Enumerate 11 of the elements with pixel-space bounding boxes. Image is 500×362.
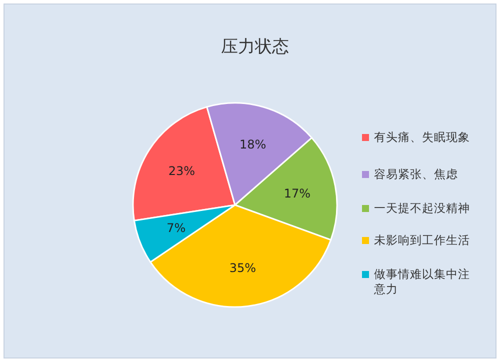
legend-label: 一天提不起没精神: [374, 201, 470, 215]
legend-label: 做事情难以集中注意力: [373, 267, 470, 296]
data-label: 35%: [229, 260, 256, 275]
legend-label: 有头痛、失眠现象: [374, 130, 470, 144]
data-label: 18%: [240, 137, 266, 152]
legend-label: 容易紧张、焦虑: [374, 167, 458, 181]
data-label: 7%: [166, 221, 186, 236]
chart-title: 压力状态: [221, 37, 289, 57]
data-label: 17%: [284, 186, 310, 200]
legend-label: 未影响到工作生活: [374, 233, 470, 247]
data-label: 23%: [168, 164, 196, 178]
